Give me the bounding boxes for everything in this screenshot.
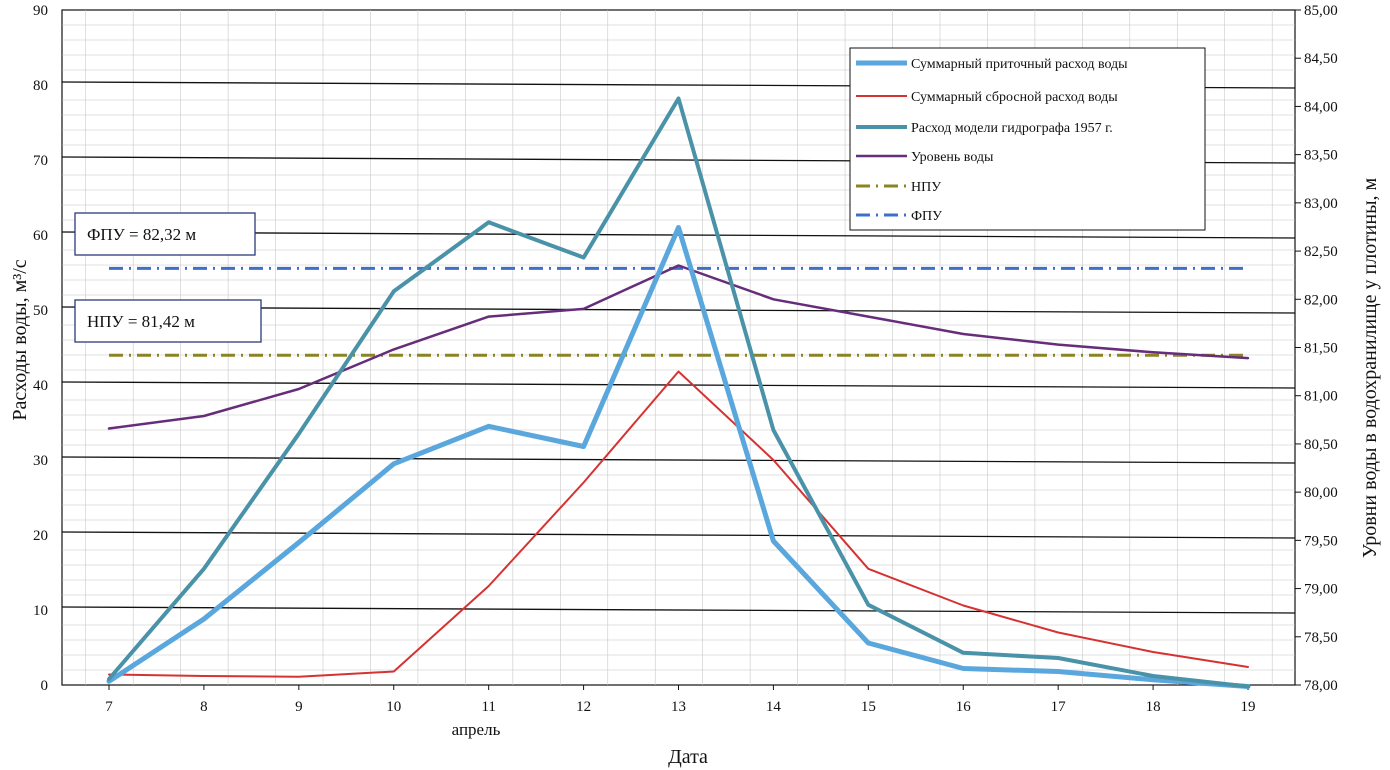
x-axis-title: Дата [668,746,708,768]
y-tick-label-right: 80,50 [1304,437,1338,453]
major-gridline-10 [61,606,1296,614]
legend-label-npu: НПУ [911,180,941,195]
series-discharge [108,370,1249,678]
y-tick-label-left: 0 [41,678,49,694]
x-tick-label: 18 [1146,699,1161,715]
legend-label-model-1957: Расход модели гидрографа 1957 г. [911,121,1113,136]
legend-label-inflow: Суммарный приточный расход воды [911,57,1128,72]
y-tick-label-left: 40 [33,378,48,394]
x-tick-label: 8 [200,699,208,715]
y-tick-label-right: 78,50 [1304,630,1338,646]
x-tick-label: 15 [861,699,876,715]
y-tick-label-right: 82,00 [1304,292,1338,308]
y-tick-label-right: 81,00 [1304,389,1338,405]
major-gridline-30 [61,456,1296,464]
x-axis-sublabel: апрель [452,720,501,739]
legend-box [849,47,1206,231]
y-tick-label-left: 50 [33,303,48,319]
series-model-1957 [107,96,1250,689]
annotations: ФПУ = 82,32 м НПУ = 81,42 м [74,212,262,343]
x-tick-label: 7 [105,699,113,715]
x-tick-label: 14 [766,699,782,715]
y-tick-label-right: 84,50 [1304,51,1338,67]
x-tick-label: 9 [295,699,303,715]
y-tick-label-left: 10 [33,603,48,619]
y-tick-label-right: 84,00 [1304,99,1338,115]
series-layer [106,96,1251,689]
x-axis: 7 8 9 10 11 12 13 14 15 16 17 18 19 [105,685,1256,715]
x-tick-label: 16 [956,699,972,715]
y-tick-label-right: 83,50 [1304,148,1338,164]
major-gridline-40 [61,381,1296,389]
x-tick-label: 12 [576,699,591,715]
x-tick-label: 11 [481,699,495,715]
npu-annotation-label: НПУ = 81,42 м [87,312,195,331]
y-tick-label-left: 70 [33,153,48,169]
legend: Суммарный приточный расход воды Суммарны… [849,47,1206,231]
y-tick-label-left: 90 [33,3,48,19]
x-tick-label: 13 [671,699,686,715]
y-tick-label-right: 79,00 [1304,582,1338,598]
y-tick-label-right: 78,00 [1304,678,1338,694]
major-gridline-50 [61,306,1296,314]
y-tick-label-right: 80,00 [1304,485,1338,501]
y-tick-label-left: 80 [33,78,48,94]
y-tick-label-right: 82,50 [1304,244,1338,260]
fpu-annotation-label: ФПУ = 82,32 м [87,225,196,244]
y-tick-label-left: 30 [33,453,48,469]
series-water-level [107,264,1250,430]
y-tick-label-left: 20 [33,528,48,544]
major-gridline-20 [61,531,1296,539]
y-tick-label-right: 83,00 [1304,196,1338,212]
legend-label-water-level: Уровень воды [911,150,994,165]
x-tick-label: 17 [1051,699,1067,715]
y-tick-label-right: 81,50 [1304,341,1338,357]
x-tick-label: 19 [1241,699,1256,715]
y-axis-title-left: Расходы воды, м³/с [9,259,31,420]
series-inflow [106,225,1251,689]
y-axis-right: 78,00 78,50 79,00 79,50 80,00 80,50 81,00 81,50… [1295,3,1338,694]
x-tick-label: 10 [386,699,401,715]
y-tick-label-left: 60 [33,228,48,244]
y-axis-title-right: Уровни воды в водохранилище у плотины, м [1359,177,1381,558]
y-axis-left: 0 10 20 30 40 50 60 70 80 90 [33,3,48,694]
legend-label-discharge: Суммарный сбросной расход воды [911,90,1118,105]
npu-annotation-box [74,299,262,343]
legend-label-fpu: ФПУ [911,209,942,224]
fpu-annotation-box [74,212,256,256]
y-tick-label-right: 85,00 [1304,3,1338,19]
y-tick-label-right: 79,50 [1304,533,1338,549]
